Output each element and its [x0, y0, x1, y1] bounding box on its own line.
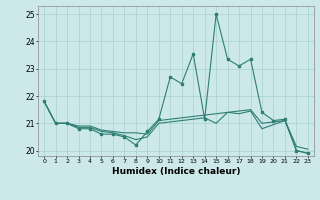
X-axis label: Humidex (Indice chaleur): Humidex (Indice chaleur) — [112, 167, 240, 176]
